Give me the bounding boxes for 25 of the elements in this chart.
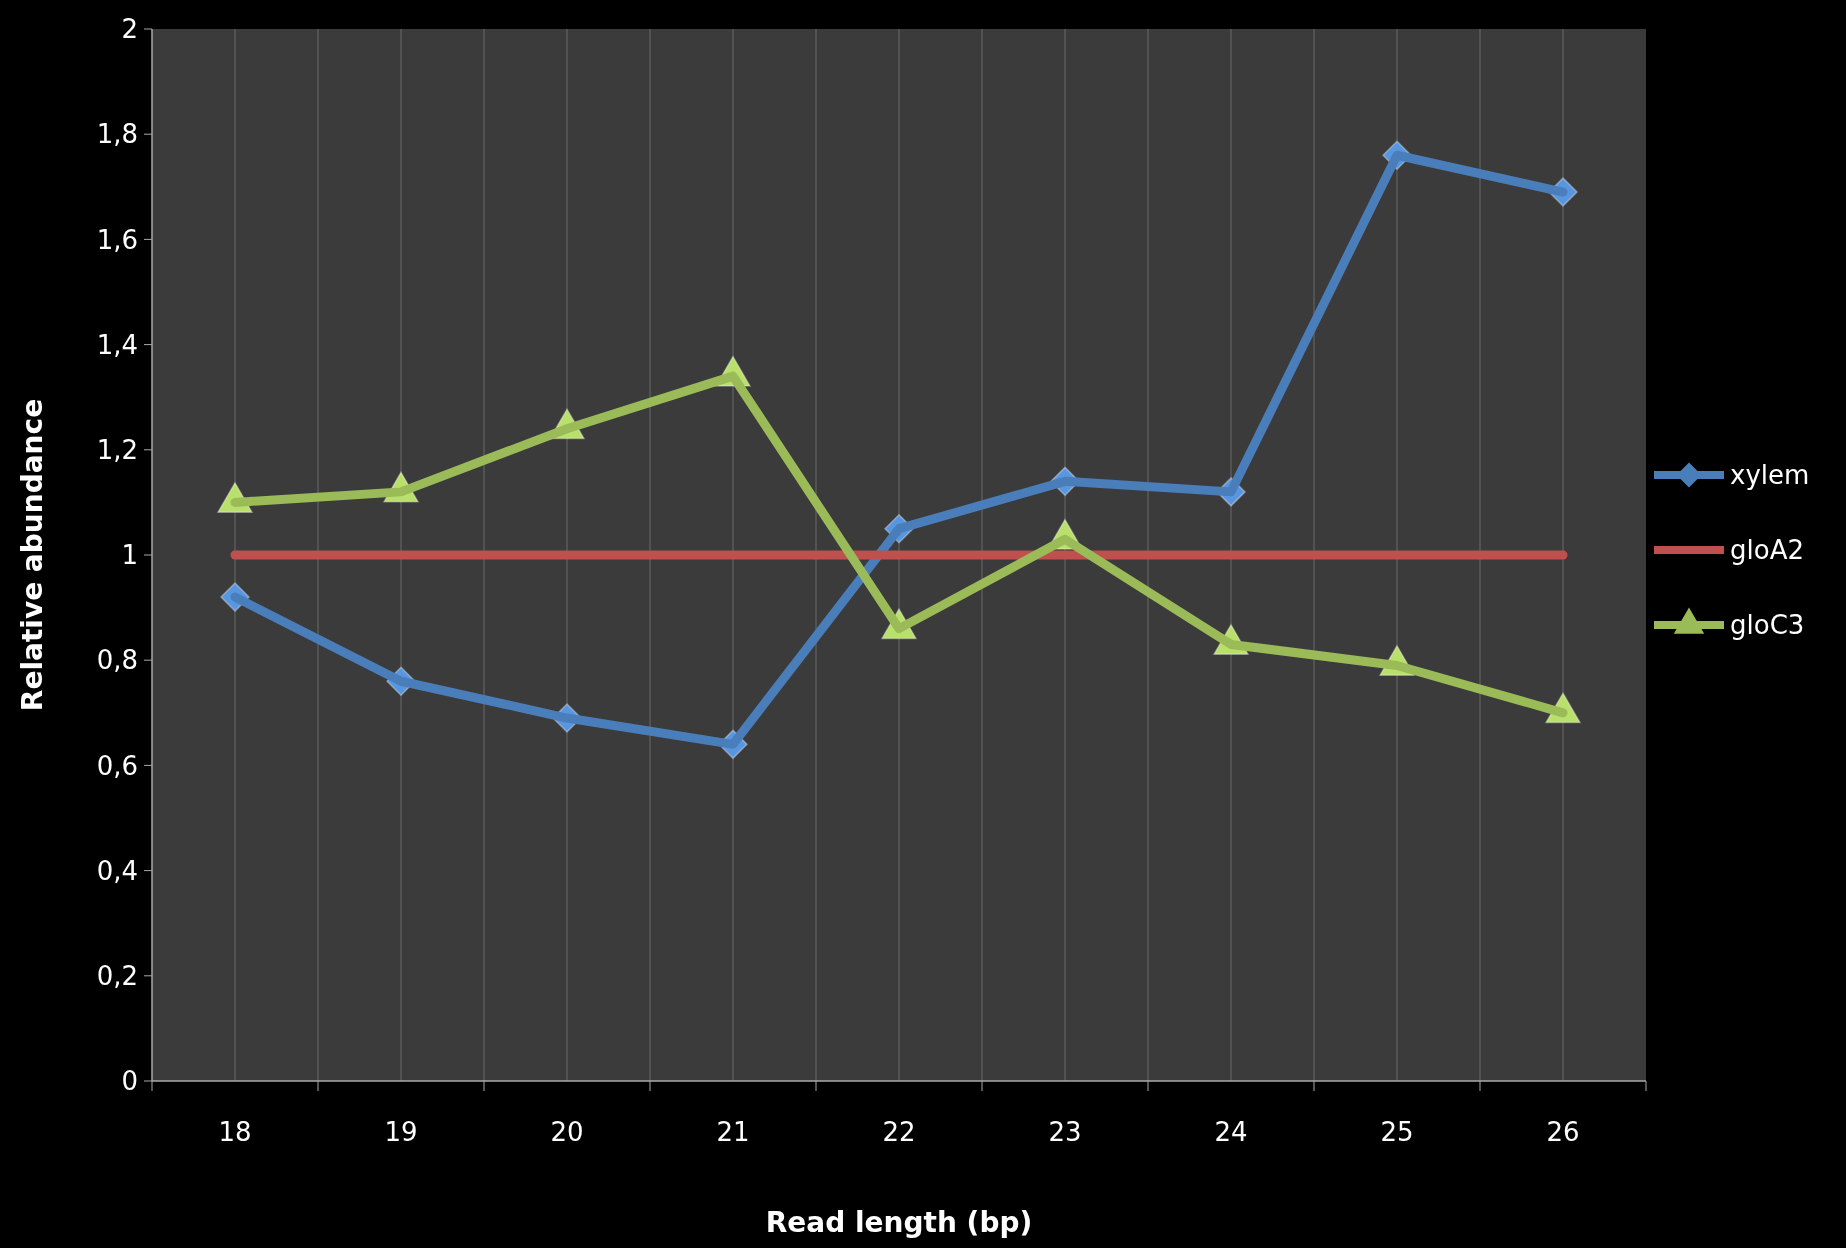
y-axis-title: Relative abundance: [16, 398, 49, 712]
x-tick-label: 24: [1214, 1117, 1248, 1147]
y-tick-label: 0,4: [96, 855, 138, 886]
y-tick-label: 0: [121, 1066, 138, 1097]
y-tick-label: 1,6: [96, 224, 138, 255]
x-tick-label: 21: [716, 1117, 750, 1147]
legend-label: gloC3: [1730, 610, 1805, 641]
x-tick-label: 25: [1380, 1117, 1414, 1147]
y-tick-label: 0,6: [96, 750, 138, 781]
x-tick-label: 18: [218, 1117, 252, 1147]
y-tick-label: 1,2: [96, 434, 138, 465]
y-tick-label: 0,2: [96, 960, 138, 991]
y-tick-label: 0,8: [96, 645, 138, 676]
x-axis-title: Read length (bp): [765, 1206, 1033, 1239]
y-tick-label: 2: [121, 14, 138, 45]
legend-label: xylem: [1730, 460, 1810, 491]
y-tick-label: 1,8: [96, 119, 138, 150]
y-tick-label: 1,4: [96, 329, 138, 360]
x-tick-label: 19: [384, 1117, 418, 1147]
legend-label: gloA2: [1730, 535, 1804, 566]
x-tick-label: 23: [1048, 1117, 1082, 1147]
x-tick-label: 22: [882, 1117, 916, 1147]
x-tick-label: 26: [1546, 1117, 1580, 1147]
y-tick-label: 1: [121, 540, 138, 571]
x-tick-label: 20: [550, 1117, 584, 1147]
